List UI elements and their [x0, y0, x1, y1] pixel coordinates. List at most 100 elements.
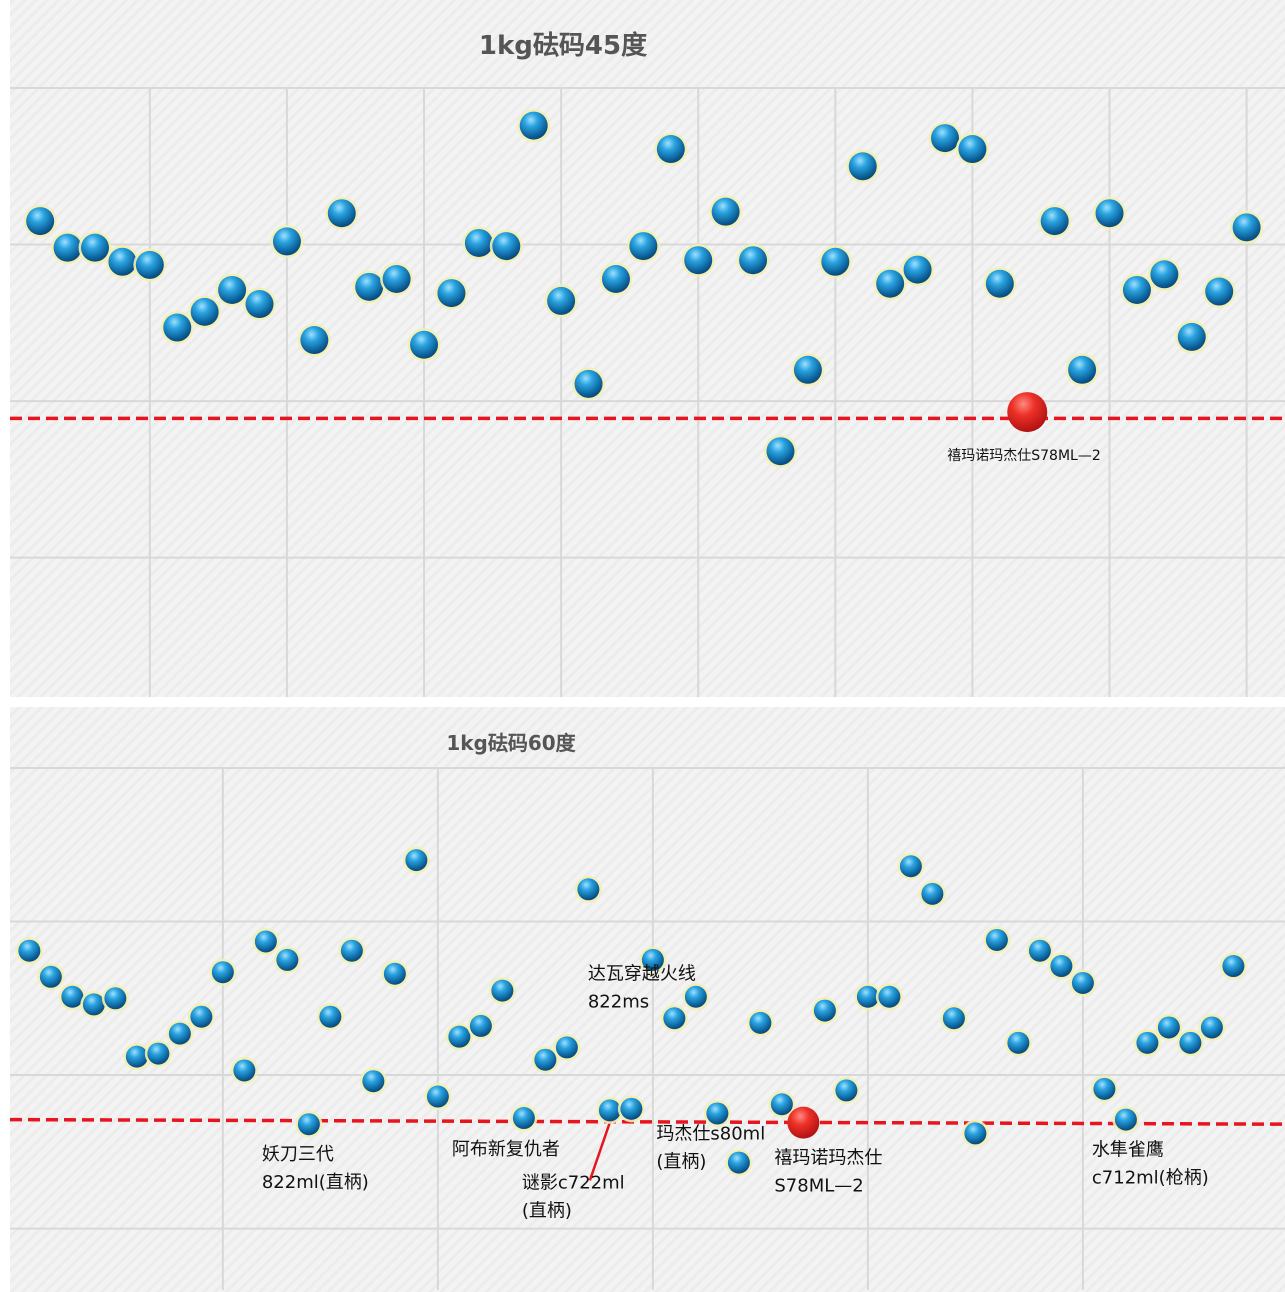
annotation-leader-line [588, 1121, 612, 1181]
data-point [104, 987, 127, 1010]
data-point [848, 152, 877, 181]
point-label: S78ML—2 [774, 1176, 863, 1197]
data-point [405, 849, 428, 872]
data-point [1095, 199, 1124, 228]
data-point [1050, 955, 1073, 978]
data-point [135, 250, 164, 279]
data-point [410, 330, 439, 359]
data-point [577, 878, 600, 901]
data-point [739, 246, 768, 275]
data-point [931, 124, 959, 153]
data-point [492, 232, 521, 261]
data-point [985, 928, 1008, 951]
data-point [1071, 971, 1094, 994]
data-point [491, 979, 514, 1002]
data-point [26, 207, 55, 236]
data-point [555, 1036, 578, 1059]
data-point [163, 313, 192, 342]
data-point [272, 227, 301, 256]
data-point [382, 264, 411, 293]
data-point [190, 297, 219, 326]
data-point [82, 993, 105, 1016]
data-point [684, 246, 713, 275]
point-label: (直柄) [656, 1151, 706, 1172]
data-point [147, 1042, 170, 1065]
data-point [362, 1070, 385, 1093]
data-point [211, 961, 234, 984]
point-label: 玛杰仕s80ml [656, 1123, 765, 1144]
data-point [684, 985, 707, 1008]
data-point [61, 985, 84, 1008]
data-point [878, 985, 901, 1008]
data-point [876, 269, 905, 298]
data-point [903, 255, 932, 284]
data-point [706, 1102, 729, 1125]
data-point [749, 1011, 772, 1034]
chart-title: 1kg砝码60度 [446, 731, 576, 755]
data-point [1122, 275, 1151, 304]
data-point [276, 948, 299, 971]
data-point [574, 369, 603, 398]
data-point [355, 272, 384, 301]
point-label: 妖刀三代 [262, 1144, 334, 1165]
data-point [641, 948, 664, 971]
data-point [547, 286, 576, 315]
point-label: c712ml(枪柄) [1092, 1168, 1209, 1189]
data-point [1007, 1031, 1030, 1054]
point-label: 822ms [588, 991, 649, 1012]
highlight-point [1007, 392, 1048, 433]
data-point [770, 1093, 793, 1116]
data-point [218, 275, 247, 304]
data-point [81, 233, 109, 262]
data-point [1150, 260, 1179, 289]
chart-background [10, 0, 1285, 697]
data-point [437, 279, 466, 308]
data-point [921, 882, 944, 905]
point-label: 水隼雀鹰 [1092, 1140, 1164, 1161]
data-point [233, 1059, 256, 1082]
data-point [245, 290, 274, 319]
chart-title: 1kg砝码45度 [479, 30, 647, 61]
data-point [601, 264, 630, 293]
data-point [519, 111, 548, 140]
data-point [899, 855, 922, 878]
data-point [598, 1099, 621, 1122]
data-point [18, 939, 41, 962]
data-point [469, 1014, 492, 1037]
data-point [534, 1048, 557, 1071]
data-point [1028, 939, 1051, 962]
data-point [39, 965, 62, 988]
data-point [1093, 1077, 1116, 1100]
data-point [1136, 1031, 1159, 1054]
data-point [766, 437, 795, 466]
point-label: 谜影c722ml [522, 1172, 625, 1193]
data-point [813, 999, 836, 1022]
point-label: 禧玛诺玛杰仕 [774, 1148, 882, 1169]
data-point [464, 228, 493, 257]
data-point [1222, 955, 1245, 978]
data-point [1157, 1016, 1180, 1039]
data-point [1200, 1016, 1223, 1039]
point-label: 达瓦穿越火线 [588, 963, 696, 984]
data-point [727, 1151, 750, 1174]
data-point [985, 269, 1014, 298]
data-point [448, 1025, 471, 1048]
data-point [620, 1097, 643, 1120]
data-point [1068, 355, 1097, 384]
data-point [1179, 1031, 1202, 1054]
threshold-line [9, 1117, 1285, 1126]
point-label: (直柄) [522, 1200, 572, 1221]
highlight-point [787, 1106, 820, 1139]
data-point [1232, 213, 1261, 242]
point-label: 阿布新复仇者 [452, 1139, 560, 1160]
point-label: 禧玛诺玛杰仕S78ML—2 [947, 448, 1101, 464]
data-point [125, 1045, 148, 1068]
data-point [958, 135, 987, 164]
data-point [53, 233, 82, 262]
data-point [297, 1113, 320, 1136]
data-point [254, 930, 277, 953]
data-point [835, 1079, 858, 1102]
